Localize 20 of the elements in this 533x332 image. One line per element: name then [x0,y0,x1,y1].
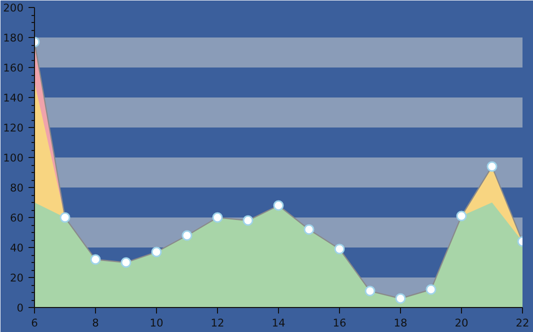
x-tick-label: 18 [394,316,408,330]
x-tick-label: 10 [150,316,164,330]
y-tick-label: 60 [10,212,24,224]
y-tick-label: 80 [10,182,24,194]
y-tick-label: 20 [10,272,24,284]
y-tick-label: 200 [3,2,24,14]
x-tick-label: 22 [516,316,530,330]
x-tick-label: 6 [31,316,38,330]
y-tick-label: 40 [10,242,24,254]
x-tick-label: 20 [454,316,468,330]
y-tick-label: 0 [16,302,24,314]
x-tick-label: 12 [210,316,224,330]
y-tick-label: 140 [3,92,24,104]
y-tick-label: 160 [3,62,24,74]
y-tick-label: 120 [3,122,24,134]
x-tick-label: 8 [92,316,100,330]
x-tick-label: 16 [332,316,346,330]
x-tick-label: 14 [272,316,286,330]
y-tick-label: 180 [3,32,24,44]
y-tick-label: 100 [3,152,24,164]
